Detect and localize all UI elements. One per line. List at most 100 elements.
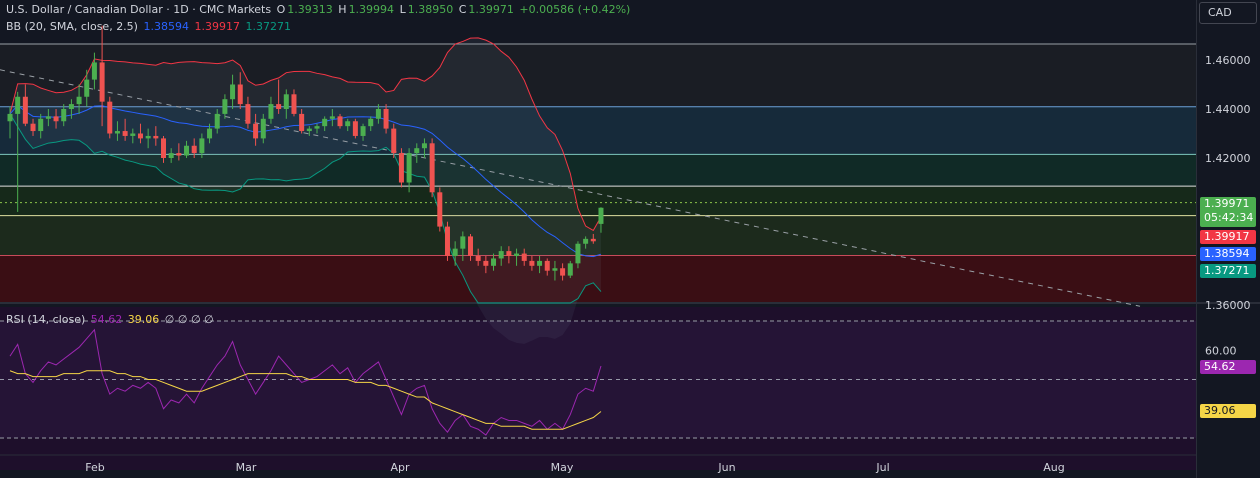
candle-body <box>291 94 297 114</box>
bb-basis-value: 1.38594 <box>143 20 189 33</box>
candle-body <box>153 135 159 139</box>
high-label: H <box>338 3 347 16</box>
candle-body <box>222 99 228 114</box>
bb-upper-line <box>9 37 602 232</box>
symbol-header: U.S. Dollar / Canadian Dollar · 1D · CMC… <box>6 3 632 16</box>
price-tick-label: 1.46000 <box>1205 54 1251 67</box>
candle-body <box>168 153 174 158</box>
candle-body <box>299 113 305 132</box>
rsi-legend[interactable]: RSI (14, close) 54.62 39.06 ∅ ∅ ∅ ∅ <box>6 313 216 326</box>
time-tick-label: Apr <box>390 461 410 474</box>
candle-body <box>452 248 458 256</box>
last-price-tag: 1.39971 05:42:34 <box>1200 197 1256 227</box>
close-label: C <box>458 3 467 16</box>
candle-body <box>521 253 527 261</box>
zone-band-mid <box>0 154 1196 187</box>
symbol-title[interactable]: U.S. Dollar / Canadian Dollar · 1D · CMC… <box>6 3 272 16</box>
candle-body <box>444 226 450 256</box>
candle-body <box>491 258 497 266</box>
candle-body <box>414 148 420 154</box>
candle-body <box>337 116 343 127</box>
candle-body <box>498 251 504 259</box>
last-price: 1.39971 <box>1204 197 1250 210</box>
candle-body <box>245 104 251 124</box>
bb-legend[interactable]: BB (20, SMA, close, 2.5) 1.38594 1.39917… <box>6 20 293 33</box>
candle-body <box>237 84 243 105</box>
low-label: L <box>399 3 406 16</box>
candle-body <box>560 268 566 276</box>
candle-body <box>61 109 67 122</box>
candle-body <box>421 143 427 149</box>
candle-body <box>398 153 404 183</box>
candle-body <box>468 236 473 256</box>
currency-button[interactable]: CAD <box>1199 2 1257 24</box>
low-value: 1.38950 <box>407 3 454 16</box>
candle-body <box>575 243 581 264</box>
close-value: 1.39971 <box>468 3 514 16</box>
candle-body <box>91 62 97 80</box>
candle-body <box>529 260 535 266</box>
bb-upper-value: 1.39917 <box>194 20 240 33</box>
candle-body <box>276 104 282 109</box>
candle-body <box>230 84 236 100</box>
change-value: +0.00586 (+0.42%) <box>519 3 631 16</box>
rsi-ma-value: 39.06 <box>127 313 160 326</box>
candle-body <box>176 153 182 156</box>
rsi-ma-line <box>9 370 602 430</box>
zone-band-upper <box>0 106 1196 155</box>
candle-body <box>306 128 312 132</box>
candle-body <box>260 118 266 139</box>
candle-body <box>368 118 374 127</box>
candle-body <box>375 109 381 119</box>
candle-body <box>506 251 512 256</box>
candle-body <box>53 116 59 122</box>
price-axis[interactable] <box>1196 0 1260 478</box>
candle-body <box>199 138 205 154</box>
candle-body <box>322 118 328 127</box>
candle-body <box>99 62 105 102</box>
bb-label: BB (20, SMA, close, 2.5) <box>6 20 138 33</box>
candle-body <box>145 135 151 139</box>
time-tick-label: Jun <box>717 461 735 474</box>
candle-body <box>360 126 366 136</box>
countdown: 05:42:34 <box>1204 211 1254 224</box>
candle-body <box>383 109 389 129</box>
rsi-band <box>0 321 1196 438</box>
candle-body <box>460 236 466 249</box>
candle-body <box>598 207 604 224</box>
high-value: 1.39994 <box>348 3 395 16</box>
candle-body <box>130 133 136 136</box>
candle-body <box>590 238 596 242</box>
time-tick-label: May <box>551 461 574 474</box>
bb-lower-value: 1.37271 <box>245 20 291 33</box>
zone-band-green <box>0 186 1196 216</box>
candle-body <box>391 128 397 154</box>
candle-body <box>84 79 90 97</box>
candle-body <box>38 118 44 132</box>
bb-lower-tag: 1.37271 <box>1200 264 1256 278</box>
candle-body <box>253 123 259 139</box>
candle-body <box>45 116 51 119</box>
candle-body <box>268 104 274 119</box>
bb-lower-line <box>9 113 602 304</box>
candle-body <box>184 145 190 156</box>
candle-body <box>429 143 435 193</box>
candle-body <box>207 128 213 139</box>
rsi-extra: ∅ ∅ ∅ ∅ <box>164 313 214 326</box>
candle-body <box>352 121 358 136</box>
candle-body <box>214 113 220 129</box>
candle-body <box>314 126 320 129</box>
bb-upper-tag: 1.39917 <box>1200 230 1256 244</box>
candle-body <box>583 238 589 244</box>
candle-body <box>76 96 82 105</box>
rsi-ma-tag: 39.06 <box>1200 404 1256 418</box>
candle-body <box>191 145 197 154</box>
candle-body <box>483 260 489 266</box>
bb-fill <box>10 37 601 344</box>
candle-body <box>68 104 74 109</box>
zone-band-red <box>0 255 1196 303</box>
candle-body <box>475 256 481 261</box>
candle-body <box>22 96 28 124</box>
rsi-tick-label: 60.00 <box>1205 344 1237 357</box>
